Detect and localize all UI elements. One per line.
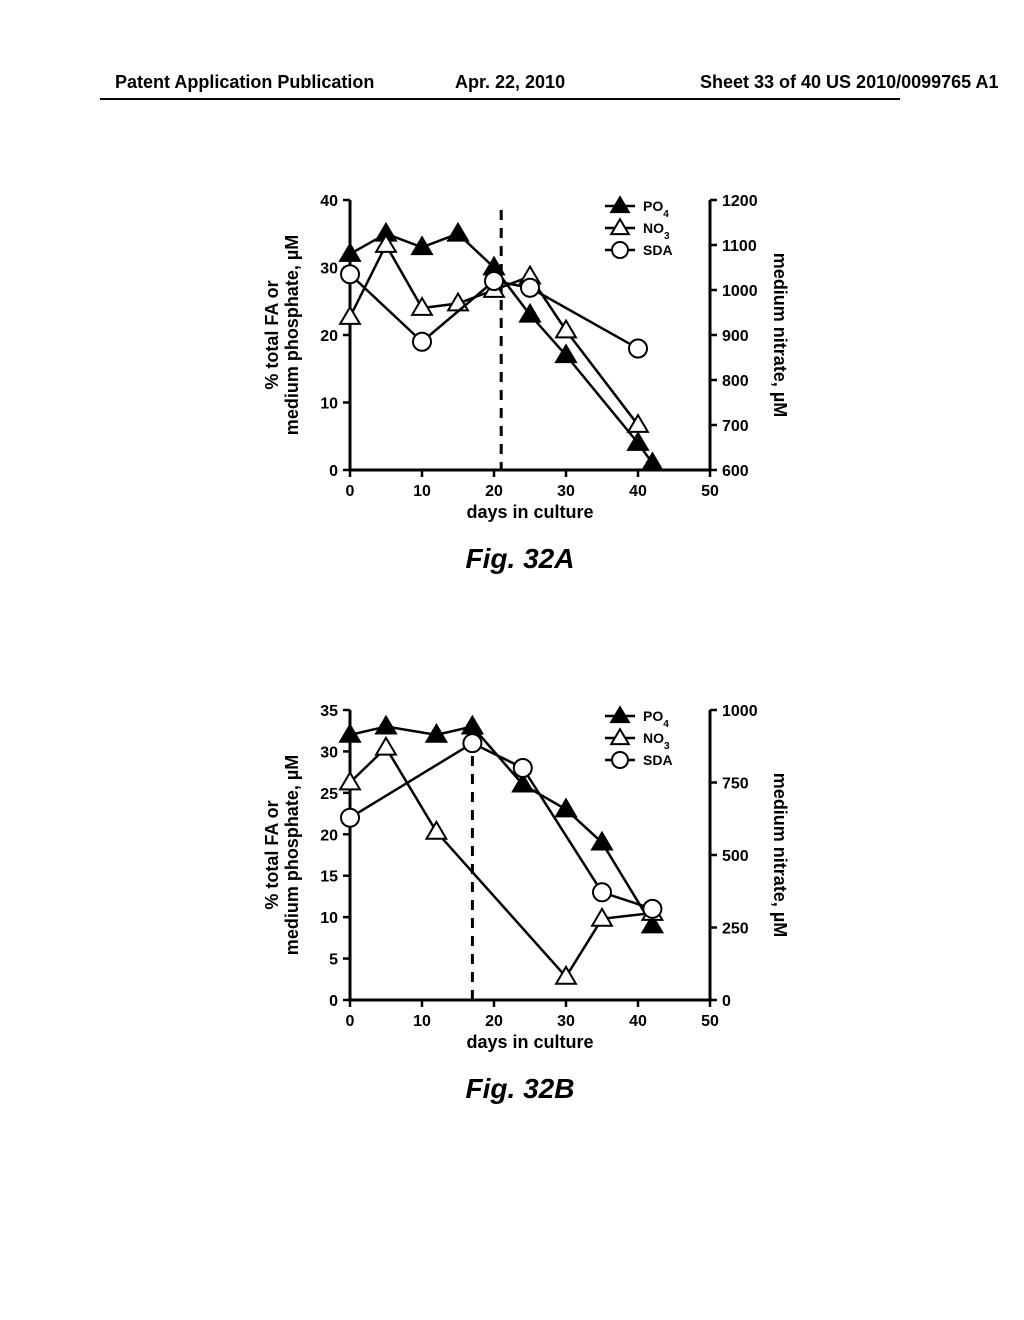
svg-text:750: 750 xyxy=(722,776,749,793)
svg-text:50: 50 xyxy=(701,1013,719,1030)
header-right: Sheet 33 of 40 US 2010/0099765 A1 xyxy=(700,72,999,93)
svg-text:NO3: NO3 xyxy=(643,730,670,752)
figure-32a-chart: 0 10 20 30 40 50 0 10 20 30 40 600 700 800 900 1000 1100… xyxy=(240,180,800,530)
svg-text:20: 20 xyxy=(485,1013,503,1030)
svg-text:10: 10 xyxy=(320,396,338,413)
svg-text:250: 250 xyxy=(722,921,749,938)
svg-text:600: 600 xyxy=(722,463,749,480)
svg-text:% total FA or: % total FA or xyxy=(262,800,282,909)
svg-text:1000: 1000 xyxy=(722,703,758,720)
svg-text:500: 500 xyxy=(722,848,749,865)
svg-text:30: 30 xyxy=(557,483,575,500)
svg-text:SDA: SDA xyxy=(643,752,673,768)
svg-text:1000: 1000 xyxy=(722,283,758,300)
svg-text:SDA: SDA xyxy=(643,242,673,258)
svg-text:1200: 1200 xyxy=(722,193,758,210)
svg-text:700: 700 xyxy=(722,418,749,435)
svg-text:900: 900 xyxy=(722,328,749,345)
svg-text:25: 25 xyxy=(320,786,338,803)
figure-32b-chart: 010203040500510152025303502505007501000d… xyxy=(240,690,800,1060)
svg-text:40: 40 xyxy=(320,193,338,210)
svg-text:0: 0 xyxy=(346,1013,355,1030)
svg-text:20: 20 xyxy=(320,328,338,345)
svg-text:30: 30 xyxy=(320,261,338,278)
svg-text:5: 5 xyxy=(329,952,338,969)
figure-32a: 0 10 20 30 40 50 0 10 20 30 40 600 700 800 900 1000 1100… xyxy=(240,180,800,575)
svg-text:days in culture: days in culture xyxy=(466,502,593,522)
svg-text:30: 30 xyxy=(320,744,338,761)
svg-text:medium nitrate, µM: medium nitrate, µM xyxy=(770,773,790,937)
svg-text:10: 10 xyxy=(413,483,431,500)
svg-text:medium nitrate, µM: medium nitrate, µM xyxy=(770,253,790,417)
svg-text:35: 35 xyxy=(320,703,338,720)
svg-text:PO4: PO4 xyxy=(643,708,669,730)
svg-text:0: 0 xyxy=(346,483,355,500)
svg-text:10: 10 xyxy=(320,910,338,927)
header-left: Patent Application Publication xyxy=(115,72,374,93)
svg-text:medium phosphate, µM: medium phosphate, µM xyxy=(282,755,302,955)
figure-32b-caption: Fig. 32B xyxy=(240,1073,800,1105)
svg-text:40: 40 xyxy=(629,483,647,500)
svg-text:20: 20 xyxy=(320,827,338,844)
svg-text:NO3: NO3 xyxy=(643,220,670,242)
svg-text:% total FA or: % total FA or xyxy=(262,280,282,389)
svg-text:0: 0 xyxy=(722,993,731,1010)
svg-text:days in culture: days in culture xyxy=(466,1032,593,1052)
svg-text:0: 0 xyxy=(329,463,338,480)
svg-text:0: 0 xyxy=(329,993,338,1010)
svg-text:PO4: PO4 xyxy=(643,198,669,220)
svg-text:medium phosphate, µM: medium phosphate, µM xyxy=(282,235,302,435)
svg-text:20: 20 xyxy=(485,483,503,500)
svg-text:50: 50 xyxy=(701,483,719,500)
svg-text:15: 15 xyxy=(320,869,338,886)
figure-32b: 010203040500510152025303502505007501000d… xyxy=(240,690,800,1105)
svg-text:10: 10 xyxy=(413,1013,431,1030)
svg-text:800: 800 xyxy=(722,373,749,390)
svg-text:40: 40 xyxy=(629,1013,647,1030)
header-rule xyxy=(100,98,900,100)
header-center: Apr. 22, 2010 xyxy=(455,72,565,93)
svg-text:30: 30 xyxy=(557,1013,575,1030)
figure-32a-caption: Fig. 32A xyxy=(240,543,800,575)
svg-text:1100: 1100 xyxy=(722,238,757,255)
